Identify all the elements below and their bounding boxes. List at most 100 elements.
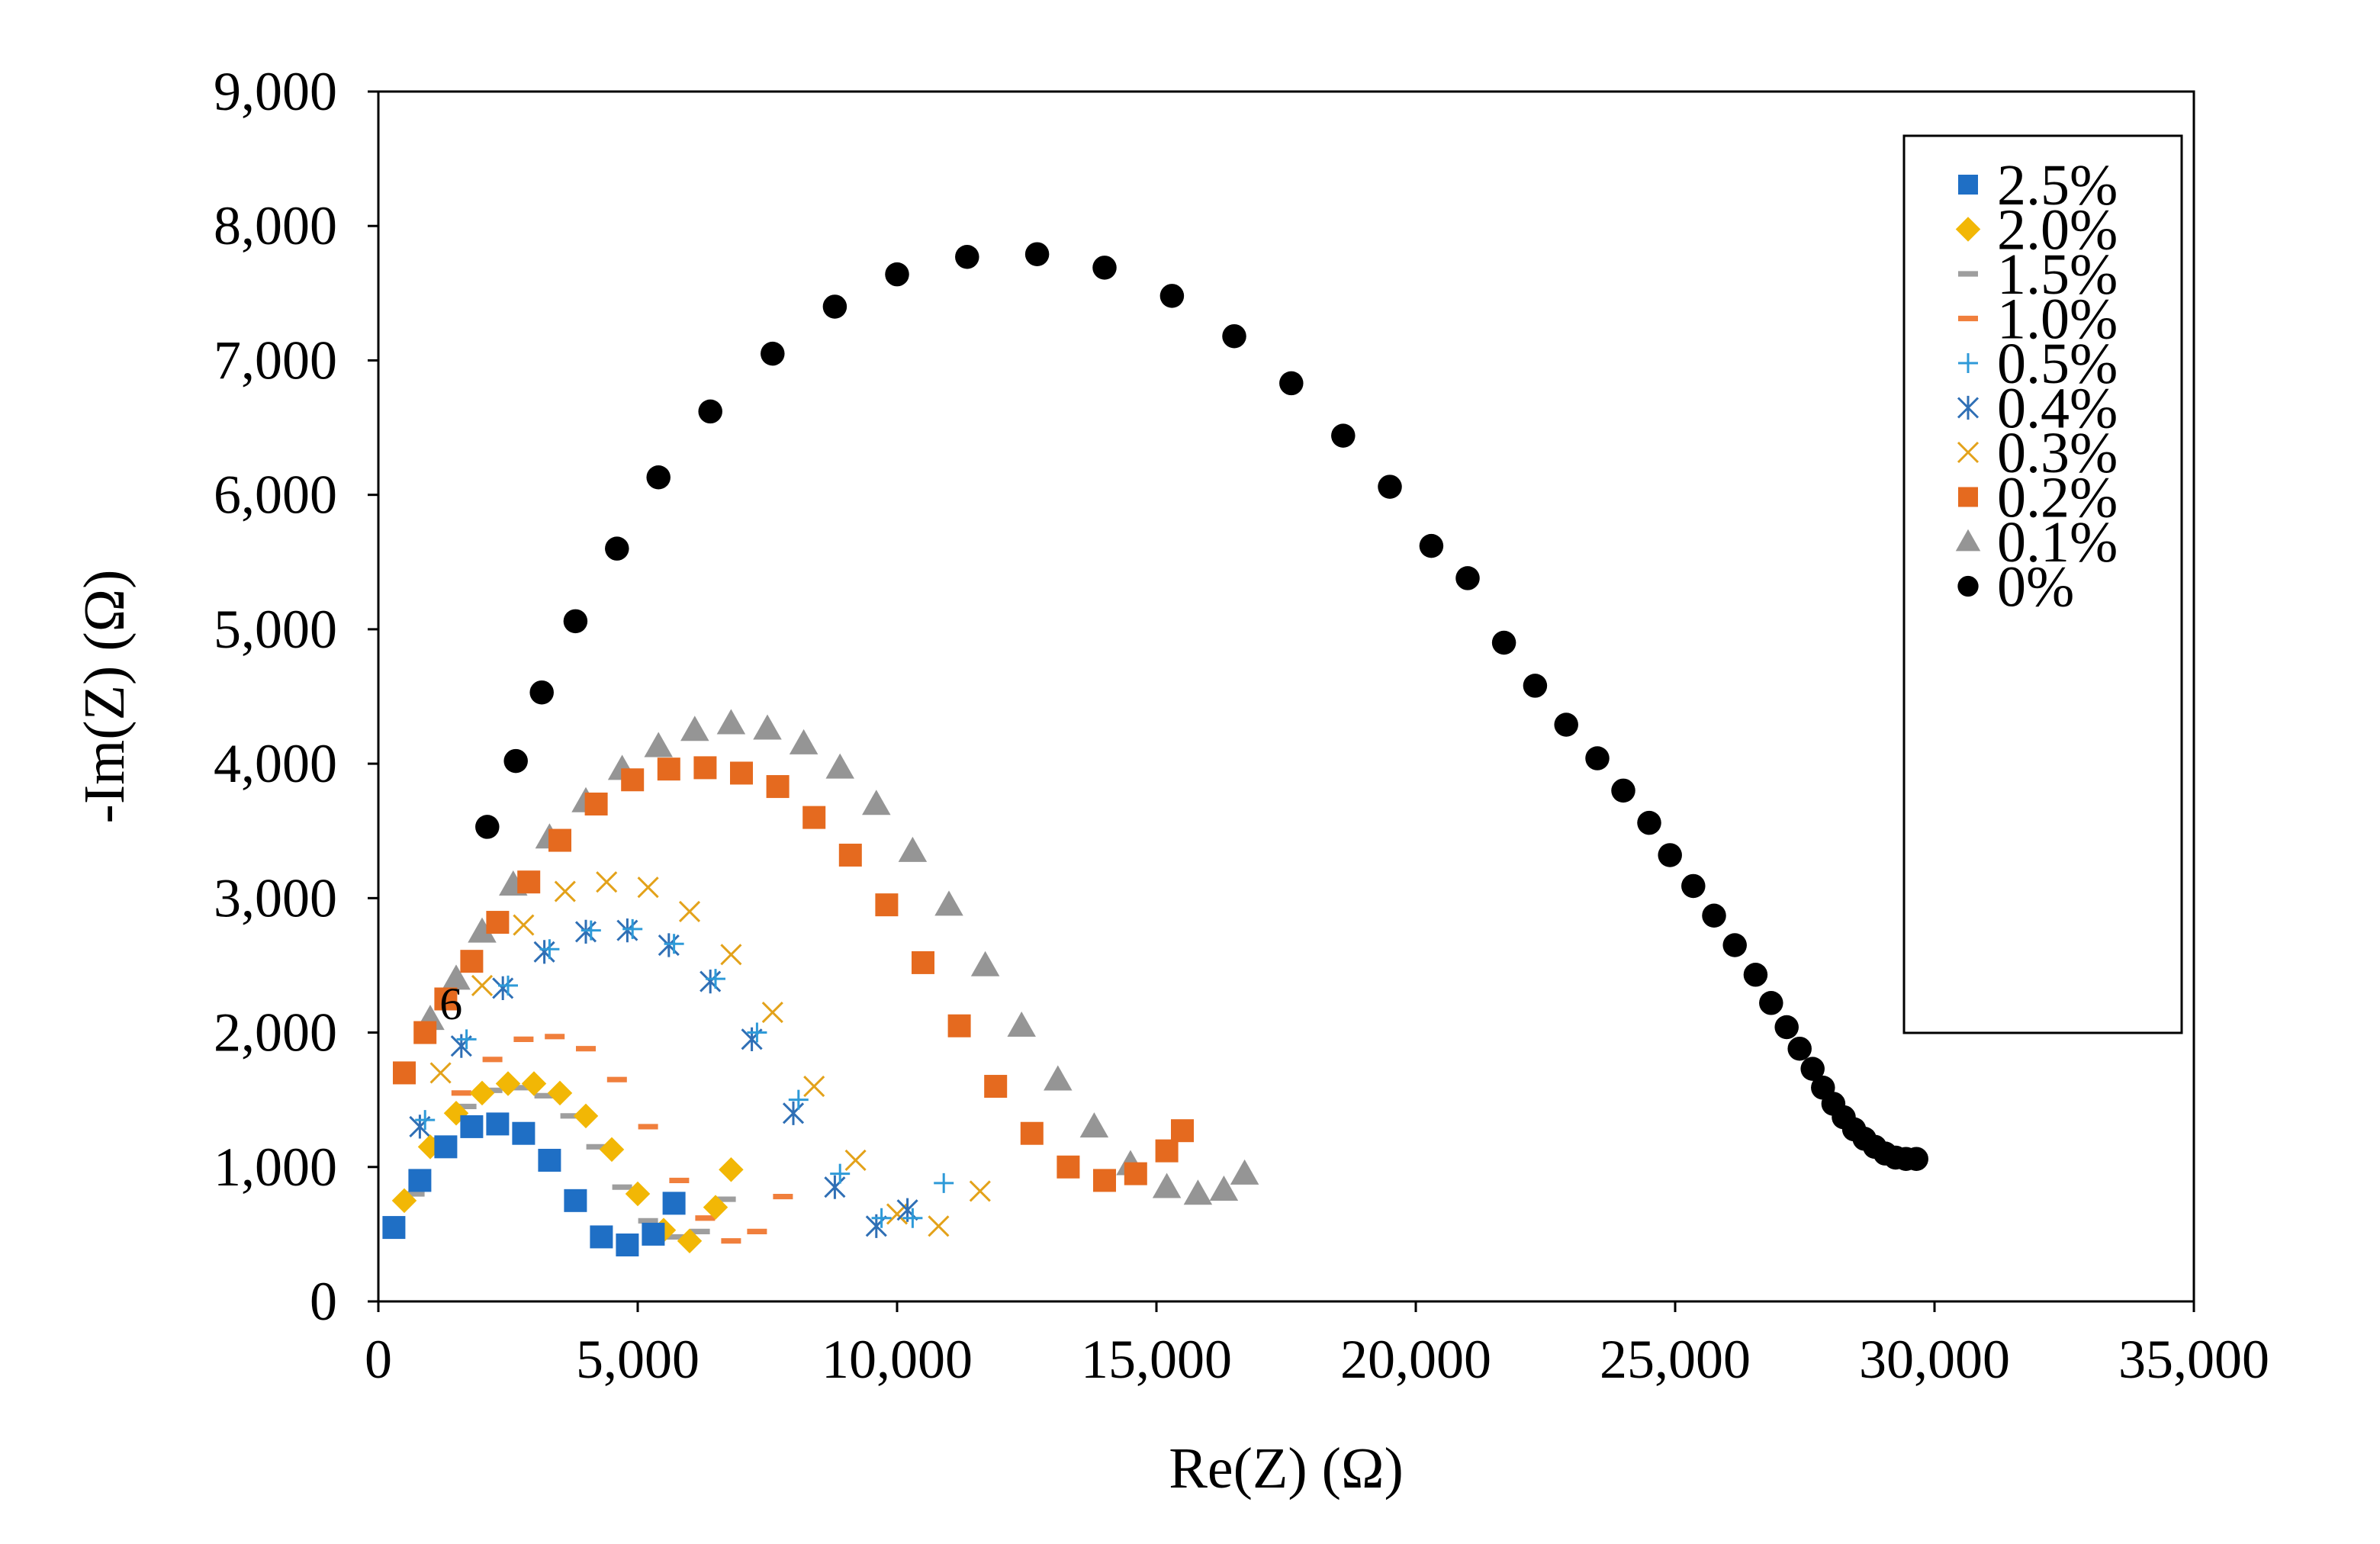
data-point [1378,474,1402,499]
data-point [1279,371,1304,396]
x-axis: 0 5,000 10,000 15,000 20,000 25,000 30,000 35,0… [365,1301,2269,1390]
data-point [862,790,891,815]
data-point [382,1216,406,1240]
data-point [1722,933,1747,957]
data-point [450,1034,472,1058]
data-point [596,871,618,893]
x-tick-label: 5,000 [576,1329,700,1390]
data-point [408,1169,432,1192]
data-point [1658,843,1682,867]
data-point [1759,991,1783,1015]
legend-item: 0.2% [1958,466,2118,530]
data-point [503,748,528,774]
data-point [1044,1065,1073,1091]
data-point [581,920,601,941]
data-point [644,732,673,758]
data-point [538,1148,561,1172]
x-tick-label: 20,000 [1340,1329,1491,1390]
data-point [706,969,725,989]
series-2.5% [382,1112,686,1256]
series-1.0% [420,1034,793,1244]
data-point [409,1115,431,1139]
legend-label: 0.2% [1997,466,2118,530]
legend-label: 0.1% [1997,510,2118,574]
data-point [680,716,709,741]
data-point [658,933,680,957]
legend-label: 2.5% [1997,153,2118,217]
data-point [605,536,629,561]
legend: 2.5%2.0%1.5%1.0%0.5%0.4%0.3%0.2%0.1%0% [1902,134,2183,1034]
data-point [1155,1139,1179,1163]
data-point [1787,1036,1812,1061]
y-tick-label: 7,000 [214,330,337,391]
data-point [1455,566,1480,590]
legend-label: 0% [1997,555,2074,619]
series-0.4% [409,918,918,1238]
data-point [830,1163,851,1184]
data-point [486,1112,510,1136]
data-point [934,1172,954,1193]
data-point [934,890,963,916]
x-tick-label: 30,000 [1859,1329,2010,1390]
data-point [471,974,494,996]
legend-marker [1955,217,1981,242]
legend-marker [1958,175,1978,195]
data-point [955,245,979,269]
data-point [590,1225,613,1249]
data-point [521,1071,547,1096]
data-point [741,1027,763,1051]
x-tick-label: 25,000 [1600,1329,1751,1390]
data-point [468,917,497,943]
series-0.3% [429,871,991,1237]
data-point [517,870,541,894]
y-tick-label: 9,000 [214,61,337,122]
data-point [475,815,500,839]
y-tick-label: 0 [310,1271,337,1332]
plot-area-frame [377,90,2195,1303]
data-point [693,756,717,780]
legend-label: 1.5% [1997,243,2118,307]
legend-marker [1957,441,1980,464]
data-point [1079,1112,1109,1138]
legend-item: 2.0% [1955,198,2118,262]
data-point [698,399,722,424]
y-tick-label: 4,000 [214,733,337,794]
data-point [678,900,701,923]
data-point [393,1061,416,1085]
data-point [513,914,535,936]
data-point [825,753,854,779]
data-point [662,1192,686,1215]
data-point [753,714,782,740]
annotation-label: 6 [439,979,462,1029]
data-point [434,987,458,1011]
data-point [703,1195,728,1220]
y-axis: 0 1,000 2,000 3,000 4,000 5,000 6,000 7,000 8,00… [214,61,378,1332]
data-point [1152,1172,1182,1198]
data-point [1171,1119,1194,1143]
data-point [1007,1011,1036,1037]
legend-label: 0.4% [1997,377,2118,441]
data-point [625,1181,651,1207]
data-point [1611,778,1635,803]
data-point [646,465,671,490]
y-tick-label: 3,000 [214,867,337,928]
data-point [947,1014,971,1037]
legend-marker [1958,487,1978,507]
data-point [469,1080,495,1106]
data-point [1020,1121,1044,1145]
legend-label: 1.0% [1997,288,2118,352]
legend-item: 0.3% [1957,421,2118,485]
data-point [875,893,899,917]
data-point [1800,1057,1825,1081]
data-point [970,951,1000,976]
data-point [1057,1155,1080,1179]
y-tick-label: 5,000 [214,599,337,660]
data-point [486,911,510,934]
data-point [838,843,862,867]
data-point [621,768,645,792]
data-point [495,1071,521,1096]
x-tick-label: 15,000 [1081,1329,1232,1390]
data-point [1222,323,1246,349]
data-point [564,1189,587,1212]
